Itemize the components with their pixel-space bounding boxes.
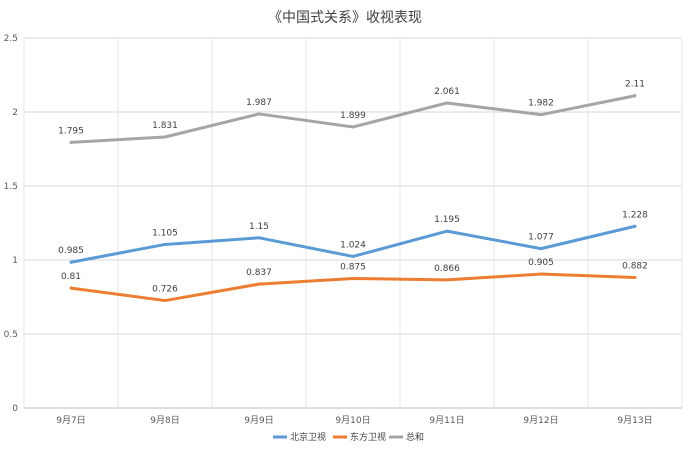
data-label: 1.105 — [152, 228, 178, 238]
data-point — [633, 224, 637, 228]
y-tick-label: 1 — [12, 256, 18, 266]
data-point — [351, 277, 355, 280]
gridlines — [23, 37, 683, 409]
data-label: 1.024 — [340, 240, 366, 250]
y-tick-label: 2.5 — [4, 34, 18, 44]
x-axis-ticks: 9月7日 9月8日 9月9日 9月10日 9月11日 9月12日 9月13日 — [56, 415, 652, 426]
series-lines — [69, 94, 637, 303]
data-point — [69, 286, 73, 290]
data-point — [69, 260, 73, 264]
data-point — [163, 299, 167, 303]
data-point — [445, 278, 449, 282]
y-tick-label: 0 — [12, 404, 18, 414]
data-point — [445, 229, 449, 233]
data-label: 2.11 — [625, 80, 645, 90]
x-tick-label: 9月11日 — [429, 415, 464, 426]
x-tick-label: 9月9日 — [244, 415, 273, 426]
data-point — [163, 242, 167, 246]
x-tick-label: 9月7日 — [56, 415, 85, 426]
data-point — [539, 113, 543, 117]
data-point — [257, 112, 261, 116]
data-point — [351, 125, 355, 129]
data-label: 1.982 — [528, 99, 554, 109]
data-label: 1.15 — [249, 222, 269, 232]
x-tick-label: 9月8日 — [150, 415, 179, 426]
y-tick-label: 0.5 — [4, 330, 18, 340]
data-point — [445, 101, 449, 105]
data-label: 0.985 — [58, 246, 84, 256]
y-tick-label: 2 — [12, 108, 18, 118]
legend-label: 北京卫视 — [290, 431, 326, 443]
x-tick-label: 9月12日 — [523, 415, 558, 426]
data-label: 0.837 — [246, 268, 272, 278]
data-label: 0.905 — [528, 258, 554, 268]
y-tick-label: 1.5 — [4, 182, 18, 192]
data-label: 1.831 — [152, 121, 178, 131]
data-point — [633, 275, 637, 279]
data-point — [351, 254, 355, 258]
legend-label: 东方卫视 — [350, 431, 386, 443]
legend-label: 总和 — [406, 431, 424, 443]
x-tick-label: 9月13日 — [617, 415, 652, 426]
data-label: 1.899 — [340, 111, 366, 121]
chart-title: 《中国式关系》收视表现 — [268, 10, 422, 26]
data-label: 1.077 — [528, 233, 554, 243]
data-label: 0.81 — [61, 272, 81, 282]
data-point — [69, 140, 73, 144]
data-point — [257, 236, 261, 240]
data-label: 1.228 — [622, 210, 648, 220]
data-label: 1.987 — [246, 98, 272, 108]
data-point — [539, 247, 543, 251]
data-point — [633, 94, 637, 98]
data-labels: 1.795 1.831 1.987 1.899 2.061 1.982 2.11 0.81 0.… — [58, 80, 648, 295]
data-point — [163, 135, 167, 139]
data-label: 1.795 — [58, 126, 84, 136]
data-label: 0.866 — [434, 264, 460, 274]
legend: 北京卫视 东方卫视 总和 — [273, 431, 424, 443]
x-tick-label: 9月10日 — [335, 415, 370, 426]
data-point — [539, 272, 543, 276]
data-label: 0.882 — [622, 261, 648, 271]
y-axis-ticks: 0 0.5 1 1.5 2 2.5 — [4, 34, 19, 414]
data-label: 0.726 — [152, 285, 178, 295]
data-point — [257, 282, 261, 286]
data-label: 2.061 — [434, 87, 460, 97]
data-label: 1.195 — [434, 215, 460, 225]
data-label: 0.875 — [340, 263, 366, 273]
